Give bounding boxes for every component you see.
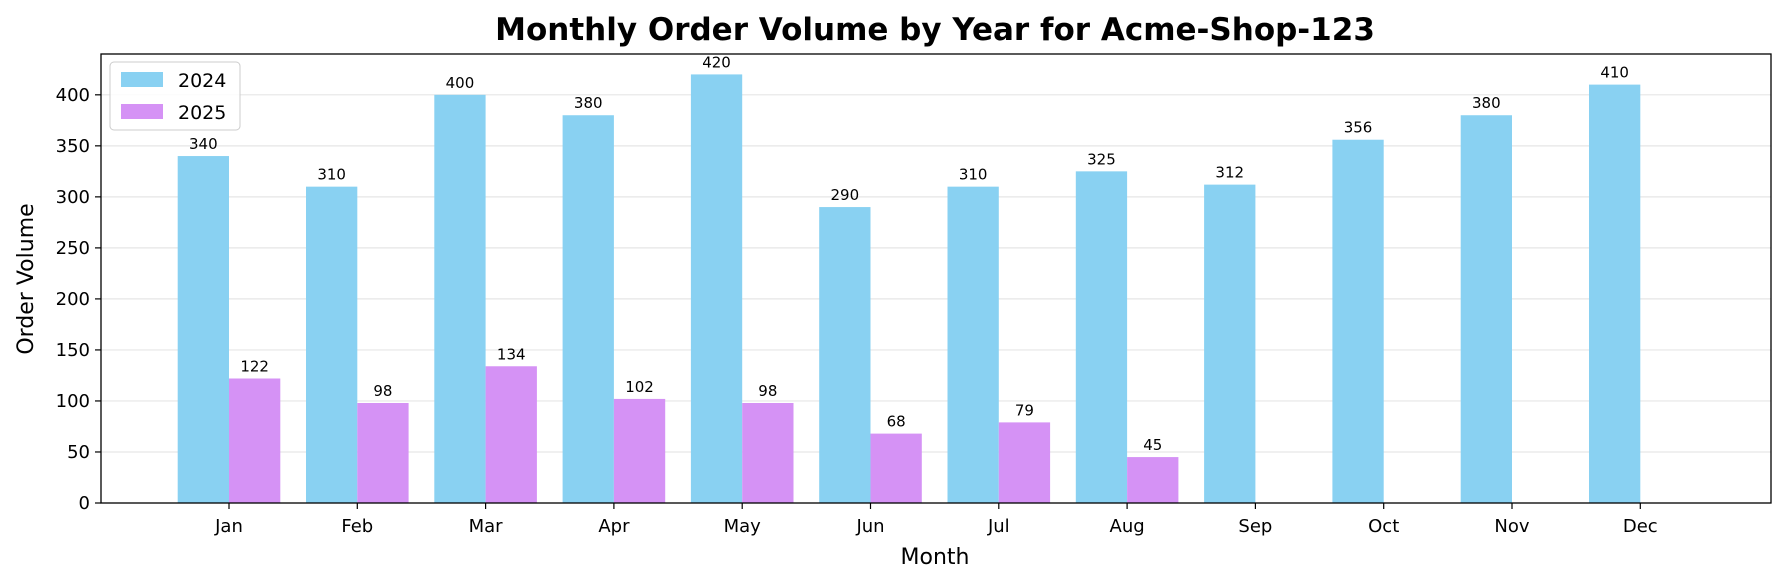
data-label-2025-apr: 102 [625, 378, 654, 396]
y-tick-label: 150 [56, 340, 90, 361]
bar-2024-nov [1460, 115, 1512, 504]
data-label-2024-nov: 380 [1472, 94, 1501, 112]
bar-2024-mar [434, 94, 486, 504]
x-tick-label: Nov [1494, 516, 1529, 537]
y-tick-label: 400 [56, 85, 90, 106]
x-tick-label: Oct [1368, 516, 1399, 537]
bar-2025-mar [485, 366, 537, 503]
x-tick-label: Jul [987, 516, 1010, 537]
legend-label-2025: 2025 [178, 102, 226, 124]
data-label-2024-may: 420 [702, 53, 731, 71]
data-label-2024-jul: 310 [959, 166, 988, 184]
bar-2024-feb [306, 186, 358, 503]
x-tick-label: Apr [598, 516, 630, 537]
bar-2024-jun [819, 207, 871, 503]
data-label-2024-sep: 312 [1215, 164, 1244, 182]
bar-2025-may [742, 402, 794, 503]
data-label-2025-jun: 68 [887, 413, 906, 431]
y-tick-label: 350 [56, 136, 90, 157]
x-tick-label: Mar [469, 516, 504, 537]
bar-2025-aug [1127, 457, 1179, 503]
legend: 2024 2025 [109, 61, 241, 131]
y-tick-label: 250 [56, 238, 90, 259]
bar-2024-dec [1589, 84, 1641, 503]
x-tick-label: Sep [1238, 516, 1272, 537]
bar-2025-jun [870, 433, 922, 503]
bar-2024-jul [947, 186, 999, 503]
data-label-2024-mar: 400 [446, 74, 475, 92]
data-label-2024-feb: 310 [317, 166, 346, 184]
data-label-2025-mar: 134 [497, 345, 526, 363]
data-label-2024-jun: 290 [831, 186, 860, 204]
bar-2024-sep [1204, 184, 1256, 504]
data-label-2025-may: 98 [758, 382, 777, 400]
bars-group [177, 74, 1641, 504]
bar-2025-apr [613, 398, 666, 503]
plot-frame [100, 53, 1772, 504]
data-label-2025-feb: 98 [373, 382, 392, 400]
x-tick-label: May [724, 516, 762, 537]
bar-2024-oct [1332, 139, 1384, 503]
data-label-2024-oct: 356 [1344, 119, 1373, 137]
bar-2024-apr [562, 115, 614, 504]
data-label-2024-jan: 340 [189, 135, 218, 153]
data-label-2025-jan: 122 [240, 358, 269, 376]
bar-2024-jan [177, 156, 229, 503]
y-tick-label: 300 [56, 187, 90, 208]
bar-2025-jan [229, 378, 281, 503]
x-tick-label: Feb [341, 516, 373, 537]
data-label-2024-dec: 410 [1600, 64, 1629, 82]
x-tick-label: Dec [1623, 516, 1658, 537]
legend-swatch-2025 [121, 104, 163, 119]
bar-2025-feb [357, 402, 409, 503]
y-tick-label: 100 [56, 391, 90, 412]
x-tick-label: Aug [1110, 516, 1145, 537]
data-label-2025-jul: 79 [1015, 401, 1034, 419]
bar-labels-group: 340 310 400 380 420 290 310 325 312 356 380 410 122 9… [189, 53, 1629, 454]
x-axis-ticks: Jan Feb Mar Apr May Jun Jul Aug Sep Oct Nov Dec [214, 503, 1658, 537]
y-axis-ticks: 0 50 100 150 200 250 300 350 400 [56, 85, 101, 514]
y-axis-label: Order Volume [14, 203, 39, 354]
bar-2024-may [690, 74, 743, 503]
data-label-2025-aug: 45 [1143, 436, 1162, 454]
bar-2025-jul [998, 422, 1051, 503]
y-tick-label: 0 [79, 493, 90, 514]
legend-swatch-2024 [121, 72, 163, 87]
data-label-2024-aug: 325 [1087, 150, 1116, 168]
y-tick-label: 200 [56, 289, 90, 310]
x-tick-label: Jan [214, 516, 243, 537]
y-tick-label: 50 [67, 442, 90, 463]
x-axis-label: Month [901, 545, 970, 570]
legend-label-2024: 2024 [178, 70, 226, 92]
x-tick-label: Jun [855, 516, 884, 537]
data-label-2024-apr: 380 [574, 94, 603, 112]
chart-title: Monthly Order Volume by Year for Acme-Sh… [495, 12, 1375, 48]
bar-2024-aug [1075, 171, 1128, 503]
